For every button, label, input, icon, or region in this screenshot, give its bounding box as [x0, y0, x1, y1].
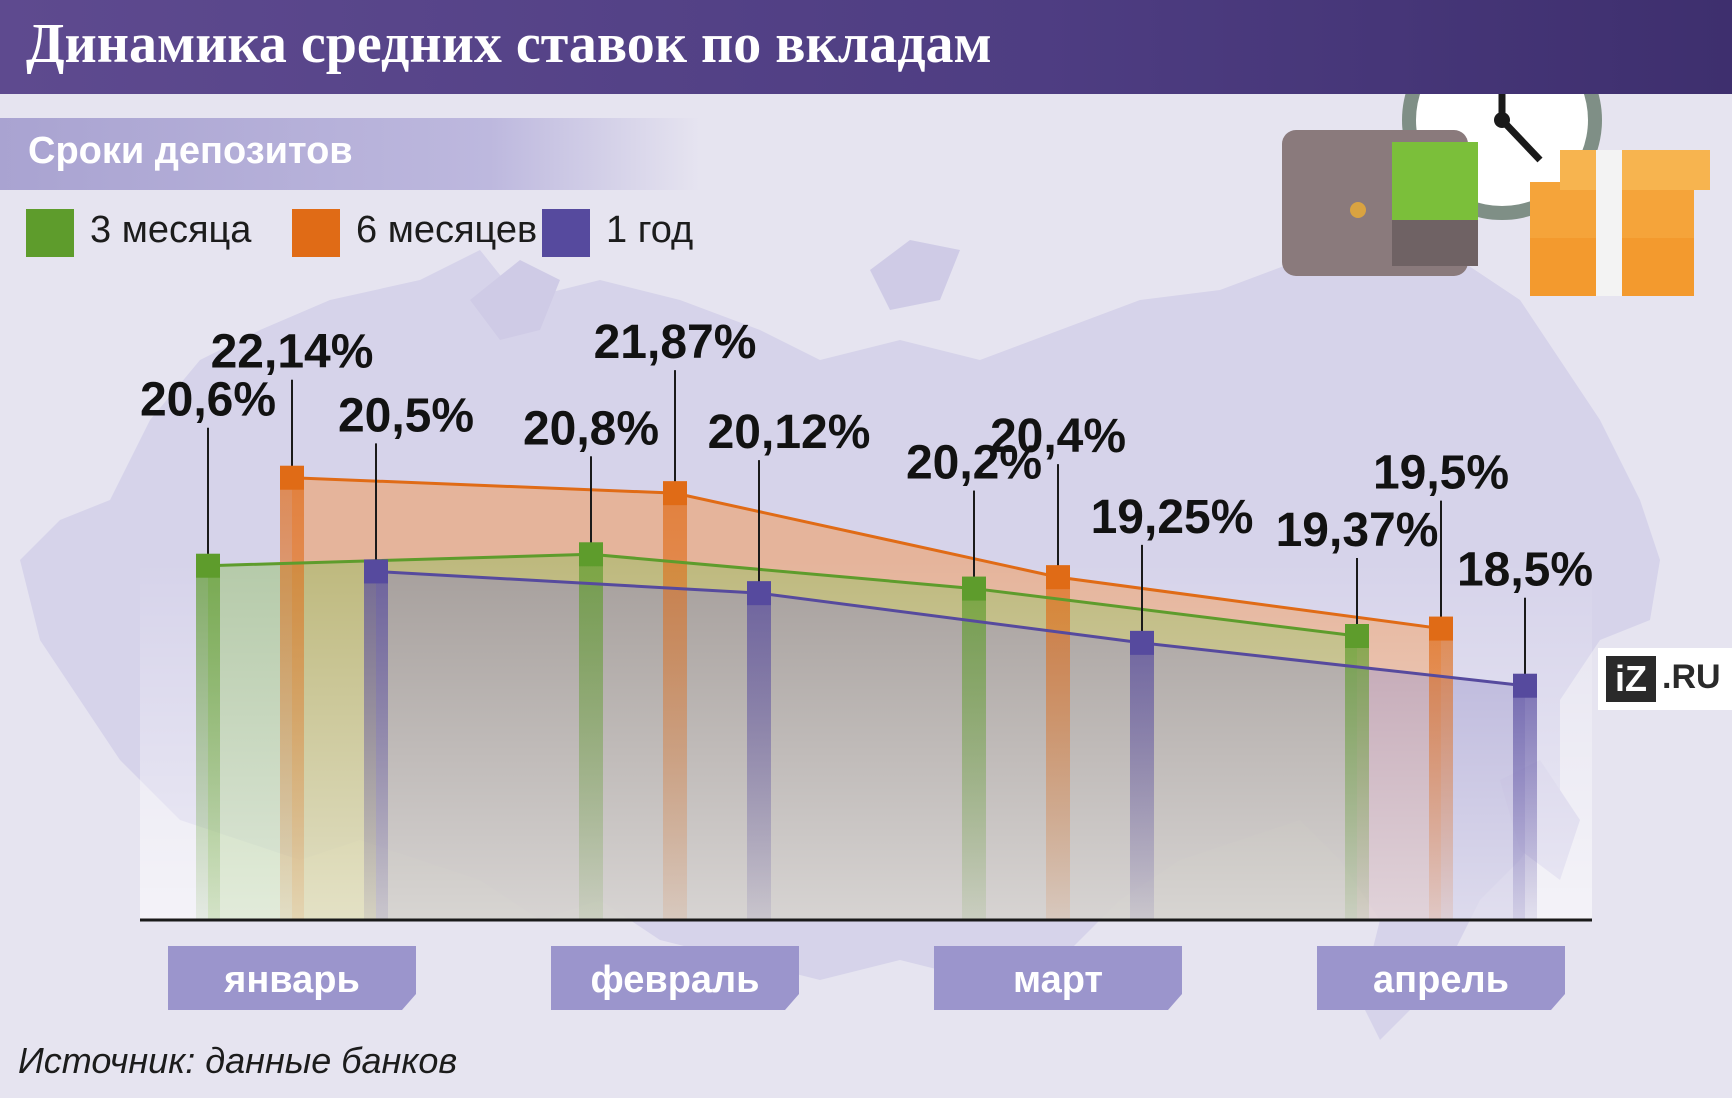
- bar-1-year-3: [1513, 685, 1537, 920]
- line-1-year: [375, 569, 1526, 688]
- line-3-months: [207, 552, 1358, 638]
- legend-item-6-months: 6 месяцев: [292, 207, 552, 257]
- value-label-1-year-2: 19,25%: [1091, 491, 1254, 544]
- bar-6-months-2: [1046, 577, 1070, 920]
- marker-3-months-0: [196, 553, 220, 578]
- marker-3-months-1: [579, 542, 603, 567]
- bar-1-year-1: [747, 593, 771, 920]
- legend-swatch-3-months: [26, 209, 74, 257]
- chart-subtitle: Сроки депозитов: [28, 130, 353, 172]
- bar-3-months-1: [579, 554, 603, 920]
- month-tab-3: [1317, 946, 1565, 1010]
- value-label-3-months-2: 20,2%: [906, 437, 1042, 490]
- marker-6-months-0: [280, 465, 304, 490]
- value-label-6-months-1: 21,87%: [594, 316, 757, 369]
- bar-1-year-2: [1130, 642, 1154, 920]
- subtitle-bar: [0, 118, 700, 190]
- month-tab-0: [168, 946, 416, 1010]
- value-label-6-months-3: 19,5%: [1373, 447, 1509, 500]
- marker-1-year-1: [747, 581, 771, 606]
- bar-3-months-3: [1345, 636, 1369, 920]
- month-label-0: январь: [223, 959, 360, 1001]
- month-label-2: март: [1013, 959, 1103, 1001]
- value-label-1-year-3: 18,5%: [1457, 544, 1593, 597]
- month-label-1: февраль: [590, 959, 759, 1001]
- marker-6-months-3: [1429, 616, 1453, 641]
- marker-3-months-3: [1345, 624, 1369, 648]
- line-6-months: [291, 476, 1442, 631]
- value-label-1-year-0: 20,5%: [338, 389, 474, 442]
- source-note: Источник: данные банков: [18, 1040, 458, 1081]
- month-tab-2: [934, 946, 1182, 1010]
- legend-swatch-6-months: [292, 209, 340, 257]
- marker-1-year-3: [1513, 673, 1537, 698]
- legend-item-3-months: 3 месяца: [26, 207, 266, 257]
- marker-1-year-2: [1130, 630, 1154, 655]
- legend-swatch-1-year: [542, 209, 590, 257]
- month-label-3: апрель: [1373, 959, 1509, 1001]
- marker-1-year-0: [364, 559, 388, 584]
- markers-layer: 20,6% 20,8% 20,2% 19,37% 22,14% 21,87% 20,4% 19…: [140, 316, 1593, 698]
- title-bar: [0, 0, 1732, 94]
- legend-item-1-year: 1 год: [542, 207, 722, 257]
- iz-ru-logo: iZ .RU: [1598, 648, 1732, 710]
- bars-layer: [196, 477, 1537, 920]
- legend-label-3-months: 3 месяца: [90, 209, 252, 251]
- marker-3-months-2: [962, 576, 986, 601]
- logo-ru-text: .RU: [1662, 658, 1721, 696]
- value-label-6-months-2: 20,4%: [990, 410, 1126, 463]
- bar-6-months-1: [663, 493, 687, 920]
- bar-6-months-3: [1429, 628, 1453, 920]
- value-label-3-months-0: 20,6%: [140, 374, 276, 427]
- bar-6-months-0: [280, 477, 304, 920]
- bar-3-months-2: [962, 588, 986, 920]
- bar-1-year-0: [364, 571, 388, 920]
- month-labels-layer: январь февраль март апрель: [168, 946, 1565, 1010]
- area-fade-overlay: [140, 560, 1592, 920]
- page-title: Динамика средних ставок по вкладам: [26, 13, 992, 75]
- series-lines-layer: [207, 476, 1526, 688]
- month-tab-1: [551, 946, 799, 1010]
- legend-label-1-year: 1 год: [606, 209, 694, 251]
- marker-6-months-2: [1046, 565, 1070, 590]
- value-label-3-months-1: 20,8%: [523, 402, 659, 455]
- bar-3-months-0: [196, 565, 220, 920]
- legend-label-6-months: 6 месяцев: [356, 209, 538, 251]
- value-label-3-months-3: 19,37%: [1276, 504, 1439, 557]
- value-label-1-year-1: 20,12%: [708, 406, 871, 459]
- logo-iz-mark: iZ: [1606, 656, 1656, 702]
- marker-6-months-1: [663, 481, 687, 506]
- value-label-6-months-0: 22,14%: [211, 326, 374, 379]
